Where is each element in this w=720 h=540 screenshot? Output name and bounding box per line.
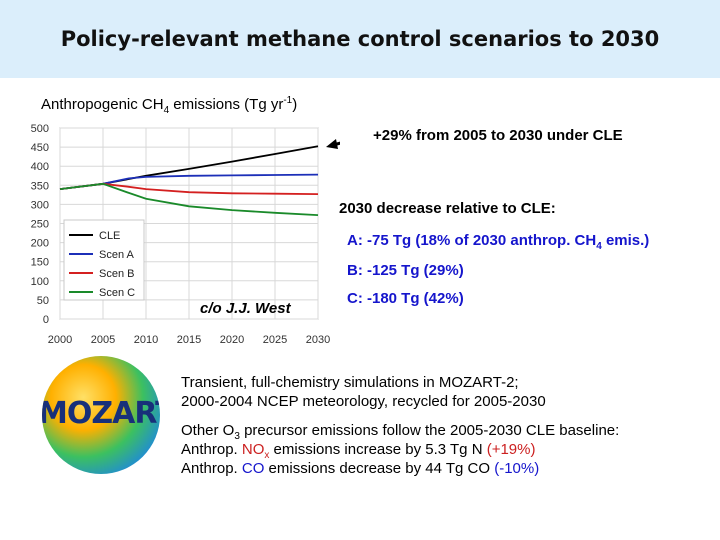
y-axis-label-sup: -1 xyxy=(283,95,293,106)
text-line-3: Other O3 precursor emissions follow the … xyxy=(181,421,619,446)
y-axis-label-sub: 4 xyxy=(163,105,170,116)
x-tick-label: 2005 xyxy=(91,334,115,346)
y-tick-label: 50 xyxy=(37,295,49,307)
series-line-scen-a xyxy=(59,173,319,190)
cle-change-annotation: +29% from 2005 to 2030 under CLE xyxy=(373,127,623,144)
y-tick-label: 100 xyxy=(31,276,49,288)
scen-c-annotation: C: -180 Tg (42%) xyxy=(347,290,464,307)
decrease-heading: 2030 decrease relative to CLE: xyxy=(339,200,556,217)
y-tick-label: 400 xyxy=(31,161,49,173)
series-line-scen-c xyxy=(59,182,319,216)
text-line-2: 2000-2004 NCEP meteorology, recycled for… xyxy=(181,393,546,410)
annotation-arrow-shaft xyxy=(332,141,340,147)
y-axis-label: Anthropogenic CH4 emissions (Tg yr-1) xyxy=(41,95,297,116)
co-percent: (-10%) xyxy=(494,460,540,477)
nox-percent: (+19%) xyxy=(486,441,536,458)
y-tick-label: 0 xyxy=(43,314,49,326)
text-line-4: Anthrop. NOx emissions increase by 5.3 T… xyxy=(181,440,535,465)
legend-box xyxy=(63,219,145,301)
x-tick-label: 2030 xyxy=(306,334,330,346)
mozart-logo-text: MOZART xyxy=(42,396,160,431)
y-tick-label: 150 xyxy=(31,257,49,269)
x-tick-label: 2025 xyxy=(263,334,287,346)
text-line-3-sub: 3 xyxy=(234,431,240,442)
text-line-3-a: Other O xyxy=(181,422,235,439)
y-axis-label-units: emissions (Tg yr xyxy=(169,96,284,113)
text-line-5: Anthrop. CO emissions decrease by 44 Tg … xyxy=(181,459,539,478)
y-tick-label: 500 xyxy=(31,123,49,135)
y-tick-label: 350 xyxy=(31,180,49,192)
title-bar xyxy=(0,0,720,78)
legend-label-scen-b: Scen B xyxy=(99,268,134,280)
legend-label-scen-c: Scen C xyxy=(99,287,135,299)
text-line-5-b: emissions decrease by 44 Tg CO xyxy=(264,460,495,477)
text-line-1: Transient, full-chemistry simulations in… xyxy=(181,374,519,391)
y-tick-label: 250 xyxy=(31,219,49,231)
x-tick-label: 2010 xyxy=(134,334,158,346)
series-line-scen-b xyxy=(59,182,319,195)
scen-a-sub: 4 xyxy=(596,241,602,252)
slide-title: Policy-relevant methane control scenario… xyxy=(60,27,660,51)
annotation-arrow-head xyxy=(326,139,338,149)
text-line-4-a: Anthrop. xyxy=(181,441,242,458)
nox-label: NO xyxy=(241,441,265,458)
x-tick-label: 2020 xyxy=(220,334,244,346)
y-tick-label: 450 xyxy=(31,142,49,154)
nox-sub: x xyxy=(264,450,270,461)
text-line-3-b: precursor emissions follow the 2005-2030… xyxy=(239,422,620,439)
y-axis-label-text: Anthropogenic CH xyxy=(41,96,164,113)
scen-b-annotation: B: -125 Tg (29%) xyxy=(347,262,464,279)
legend-label-scen-a: Scen A xyxy=(99,249,135,261)
scen-a-annotation: A: -75 Tg (18% of 2030 anthrop. CH4 emis… xyxy=(347,232,649,252)
x-tick-label: 2000 xyxy=(48,334,72,346)
mozart-globe-logo: MOZART xyxy=(42,356,160,474)
legend-label-cle: CLE xyxy=(99,230,120,242)
x-tick-label: 2015 xyxy=(177,334,201,346)
y-tick-label: 300 xyxy=(31,199,49,211)
y-tick-label: 200 xyxy=(31,238,49,250)
credit-text: c/o J.J. West xyxy=(200,300,291,317)
y-axis-label-end: ) xyxy=(292,96,298,113)
scen-a-text-end: emis.) xyxy=(601,232,650,249)
emissions-line-chart: 0 50 100 150 200 250 300 350 400 450 500 2000 2005 20… xyxy=(31,123,340,346)
text-line-4-b: emissions increase by 5.3 Tg N xyxy=(269,441,487,458)
co-label: CO xyxy=(241,460,265,477)
scen-a-text: A: -75 Tg (18% of 2030 anthrop. CH xyxy=(347,232,597,249)
text-line-5-a: Anthrop. xyxy=(181,460,242,477)
